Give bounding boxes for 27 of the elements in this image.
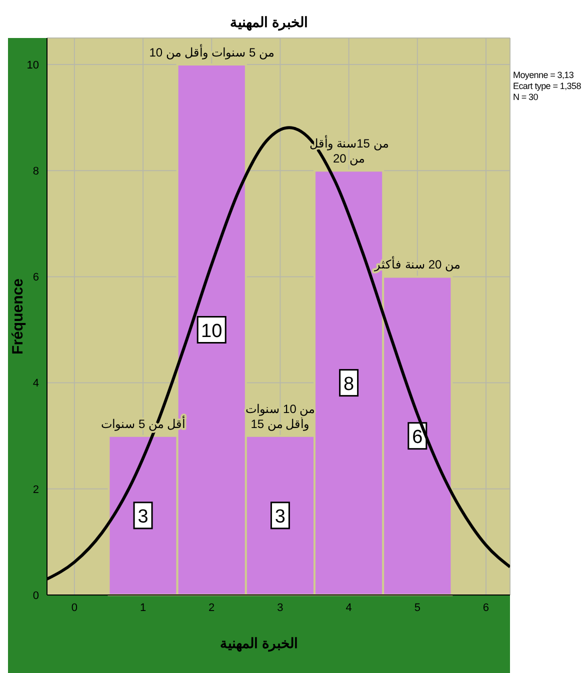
y-tick-label: 8 (32, 166, 39, 178)
x-tick-label: 0 (71, 602, 78, 614)
data-label: 10 (201, 320, 222, 342)
y-tick-label: 4 (32, 378, 39, 390)
y-tick-label: 0 (32, 590, 39, 602)
x-axis-title: الخبرة المهنية (219, 635, 299, 651)
data-label: 8 (344, 374, 354, 395)
text: Ecart type = 1,358 (513, 81, 581, 92)
data-label: 3 (138, 506, 148, 528)
annotation: من 5 سنوات وأقل من 10 (149, 44, 274, 60)
annotation: من 10 سنوات وأقل من 15 (246, 402, 315, 431)
data-label: 3 (274, 506, 286, 528)
y-tick-label: 2 (32, 484, 39, 496)
text: Moyenne = 3,13 (513, 70, 575, 81)
x-tick-label: 4 (346, 602, 352, 614)
annotation: من 20 سنة فأكثر (374, 256, 460, 272)
y-tick-label: 10 (26, 59, 39, 72)
data-label: 6 (412, 426, 423, 448)
y-tick-label: 6 (32, 272, 39, 284)
x-tick-label: 2 (208, 602, 215, 614)
x-tick-label: 6 (482, 602, 490, 614)
x-tick-label: 3 (277, 602, 284, 614)
x-tick-label: 1 (140, 602, 146, 614)
text: N = 30 (513, 92, 539, 103)
chart-title: الخبرة المهنية (229, 14, 309, 30)
y-axis-title: Fréquence (10, 278, 26, 356)
x-tick-label: 5 (414, 602, 420, 614)
